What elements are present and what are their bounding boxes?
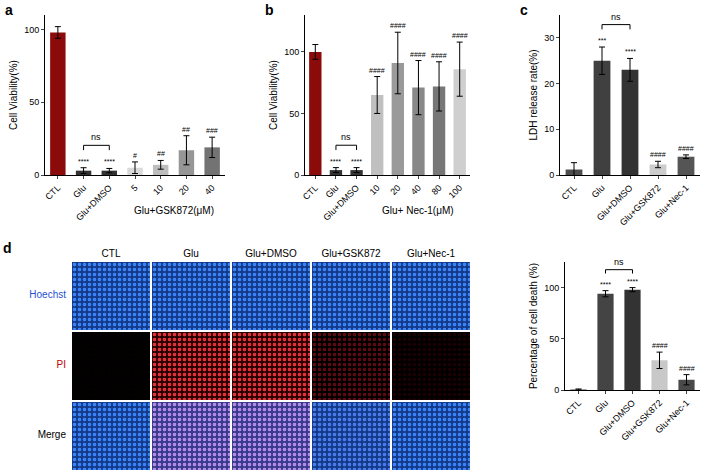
svg-text:Cell Viability(%): Cell Viability(%)	[8, 60, 19, 130]
svg-text:Glu+DMSO: Glu+DMSO	[74, 183, 114, 223]
svg-text:50: 50	[289, 109, 299, 119]
svg-text:Cell Viability(%): Cell Viability(%)	[268, 60, 279, 130]
svg-text:####: ####	[679, 365, 695, 372]
svg-text:****: ****	[600, 281, 611, 288]
svg-text:****: ****	[627, 278, 638, 285]
svg-text:Glu+ Nec-1(μM): Glu+ Nec-1(μM)	[382, 205, 454, 216]
svg-text:ns: ns	[614, 257, 624, 267]
svg-text:####: ####	[652, 342, 668, 349]
svg-text:Glu+DMSO: Glu+DMSO	[321, 183, 361, 223]
svg-text:Glu+GSK872: Glu+GSK872	[619, 398, 664, 443]
svg-text:Glu: Glu	[593, 398, 610, 415]
html-text:Glu+GSK872: Glu+GSK872	[321, 248, 381, 259]
html-text:CTL: CTL	[101, 248, 121, 259]
html-text:d: d	[3, 240, 12, 256]
svg-text:100: 100	[284, 47, 299, 57]
svg-text:0: 0	[549, 170, 554, 180]
svg-text:####: ####	[390, 22, 406, 29]
svg-text:0: 0	[294, 170, 299, 180]
svg-text:###: ###	[206, 127, 218, 134]
svg-text:20: 20	[544, 79, 554, 89]
html-text:Glu+Nec-1: Glu+Nec-1	[407, 248, 455, 259]
svg-text:c: c	[520, 2, 528, 18]
svg-text:CTL: CTL	[564, 398, 583, 417]
svg-text:Glu: Glu	[71, 183, 88, 200]
svg-text:####: ####	[678, 145, 694, 152]
svg-text:40: 40	[203, 183, 217, 197]
svg-text:***: ***	[598, 37, 606, 44]
svg-text:b: b	[265, 2, 274, 18]
svg-text:####: ####	[431, 52, 447, 59]
svg-text:CTL: CTL	[559, 183, 578, 202]
svg-text:5: 5	[129, 183, 140, 194]
svg-text:10: 10	[151, 183, 165, 197]
svg-text:100: 100	[544, 283, 559, 293]
svg-text:####: ####	[650, 151, 666, 158]
svg-text:Glu: Glu	[590, 183, 607, 200]
svg-text:50: 50	[549, 334, 559, 344]
svg-text:****: ****	[78, 158, 89, 165]
svg-text:##: ##	[182, 126, 190, 133]
svg-text:ns: ns	[91, 132, 101, 142]
svg-text:30: 30	[544, 33, 554, 43]
svg-text:80: 80	[430, 183, 444, 197]
svg-text:100: 100	[24, 25, 39, 35]
svg-text:####: ####	[369, 67, 385, 74]
svg-text:####: ####	[452, 32, 468, 39]
svg-text:100: 100	[447, 183, 465, 201]
svg-text:****: ****	[625, 48, 636, 55]
svg-text:****: ****	[351, 158, 362, 165]
html-text:PI: PI	[56, 359, 66, 370]
svg-text:Percentage of cell death (%): Percentage of cell death (%)	[528, 263, 539, 389]
svg-text:0: 0	[34, 170, 39, 180]
svg-text:Glu: Glu	[324, 183, 341, 200]
svg-text:0: 0	[554, 385, 559, 395]
svg-text:Glu+DMSO: Glu+DMSO	[595, 183, 635, 223]
html-text:Merge: Merge	[37, 429, 66, 440]
svg-text:20: 20	[388, 183, 402, 197]
svg-text:20: 20	[177, 183, 191, 197]
svg-text:ns: ns	[611, 12, 621, 22]
svg-text:Glu+Nec-1: Glu+Nec-1	[653, 398, 691, 436]
svg-text:CTL: CTL	[43, 183, 62, 202]
svg-text:Glu+GSK872: Glu+GSK872	[618, 183, 663, 228]
svg-text:****: ****	[330, 158, 341, 165]
html-text:Glu: Glu	[183, 248, 199, 259]
svg-text:##: ##	[157, 150, 165, 157]
svg-text:####: ####	[410, 51, 426, 58]
svg-text:Glu+DMSO: Glu+DMSO	[597, 398, 637, 438]
svg-text:ns: ns	[341, 132, 351, 142]
svg-text:50: 50	[29, 97, 39, 107]
svg-text:LDH release rate(%): LDH release rate(%)	[528, 49, 539, 140]
svg-text:Glu+Nec-1: Glu+Nec-1	[653, 183, 691, 221]
svg-text:40: 40	[409, 183, 423, 197]
svg-text:10: 10	[544, 124, 554, 134]
svg-text:CTL: CTL	[301, 183, 320, 202]
html-text:Glu+DMSO: Glu+DMSO	[245, 248, 297, 259]
svg-text:#: #	[133, 152, 137, 159]
svg-text:****: ****	[104, 158, 115, 165]
svg-text:Glu+GSK872(μM): Glu+GSK872(μM)	[134, 205, 214, 216]
html-text:Hoechst: Hoechst	[29, 289, 66, 300]
svg-text:a: a	[5, 2, 13, 18]
svg-text:10: 10	[368, 183, 382, 197]
